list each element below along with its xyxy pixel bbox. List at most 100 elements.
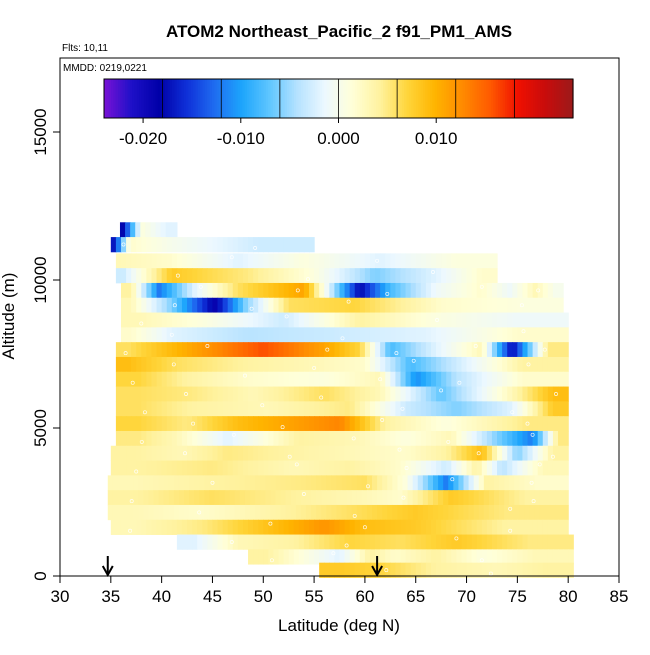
heatmap-cell xyxy=(364,401,371,417)
heatmap-cell xyxy=(549,504,556,521)
heatmap-cell xyxy=(324,268,330,284)
heatmap-cell xyxy=(461,519,468,535)
heatmap-cell xyxy=(278,460,285,476)
colorbar-stripe xyxy=(291,79,295,118)
heatmap-cell xyxy=(273,282,280,299)
heatmap-cell xyxy=(410,356,417,373)
heatmap-cell xyxy=(197,534,203,550)
heatmap-cell xyxy=(529,490,536,506)
heatmap-cell xyxy=(507,356,513,373)
heatmap-cell xyxy=(248,445,254,461)
heatmap-cell xyxy=(539,504,546,521)
heatmap-cell xyxy=(222,401,229,417)
heatmap-cell xyxy=(120,237,127,253)
heatmap-cell xyxy=(491,312,498,328)
colorbar-stripe xyxy=(174,79,178,118)
heatmap-cell xyxy=(207,534,214,550)
heatmap-cell xyxy=(115,253,122,269)
heatmap-cell xyxy=(253,534,259,550)
heatmap-cell xyxy=(334,534,341,550)
heatmap-cell xyxy=(309,253,315,269)
heatmap-cell xyxy=(239,475,246,491)
heatmap-cell xyxy=(202,445,208,461)
heatmap-cell xyxy=(141,386,147,402)
heatmap-cell xyxy=(552,534,559,550)
heatmap-cell xyxy=(339,342,346,358)
heatmap-cell xyxy=(227,416,234,432)
heatmap-cell xyxy=(486,342,493,358)
colorbar-stripe xyxy=(563,79,567,118)
heatmap-cell xyxy=(351,475,358,491)
heatmap-cell xyxy=(222,356,229,373)
heatmap-cell xyxy=(293,430,300,447)
heatmap-cell xyxy=(364,460,371,476)
heatmap-cell xyxy=(461,460,468,476)
heatmap-cell xyxy=(512,519,518,535)
heatmap-cell xyxy=(133,475,139,491)
heatmap-cell xyxy=(146,519,153,535)
x-tick-label: 55 xyxy=(305,587,324,606)
heatmap-cell xyxy=(161,268,168,284)
heatmap-cell xyxy=(527,282,534,299)
colorbar-stripe xyxy=(434,79,438,118)
heatmap-cell xyxy=(126,282,132,299)
heatmap-cell xyxy=(232,253,239,269)
heatmap-cell xyxy=(483,490,490,506)
heatmap-cell xyxy=(275,504,282,521)
heatmap-cell xyxy=(466,519,473,535)
heatmap-cell xyxy=(314,312,320,328)
colorbar-stripe xyxy=(502,79,506,118)
heatmap-cell xyxy=(253,549,259,565)
heatmap-cell xyxy=(354,312,361,328)
heatmap-cell xyxy=(565,475,569,491)
heatmap-cell xyxy=(519,504,526,521)
heatmap-cell xyxy=(285,504,292,521)
heatmap-cell xyxy=(483,504,490,521)
heatmap-cell xyxy=(212,371,219,387)
heatmap-cell xyxy=(547,430,554,447)
heatmap-cell xyxy=(349,297,356,313)
heatmap-cell xyxy=(278,297,285,313)
heatmap-cell xyxy=(471,312,478,328)
sample-point xyxy=(351,436,356,441)
heatmap-cell xyxy=(298,430,305,447)
heatmap-cell xyxy=(187,282,193,299)
heatmap-cell xyxy=(303,371,310,387)
heatmap-cell xyxy=(171,460,178,476)
heatmap-cell xyxy=(222,253,229,269)
heatmap-cell xyxy=(552,445,559,461)
heatmap-cell xyxy=(126,253,132,269)
heatmap-cell xyxy=(227,386,234,402)
heatmap-cell xyxy=(283,460,290,476)
heatmap-cell xyxy=(537,282,544,299)
heatmap-cell xyxy=(227,445,234,461)
heatmap-cell xyxy=(385,416,391,432)
heatmap-cell xyxy=(192,430,198,447)
heatmap-cell xyxy=(293,297,300,313)
heatmap-cell xyxy=(334,460,341,476)
heatmap-cell xyxy=(359,371,366,387)
sample-point xyxy=(294,462,299,467)
heatmap-cell xyxy=(512,327,518,343)
heatmap-cell xyxy=(305,475,312,491)
heatmap-cell xyxy=(446,282,452,299)
heatmap-cell xyxy=(288,268,295,284)
colorbar-stripe xyxy=(521,79,525,118)
colorbar-stripe xyxy=(347,79,351,118)
heatmap-cell xyxy=(278,342,285,358)
heatmap-cell xyxy=(512,549,518,565)
heatmap-cell xyxy=(542,342,549,358)
heatmap-cell xyxy=(126,268,132,284)
heatmap-cell xyxy=(539,490,546,506)
colorbar-stripe xyxy=(364,79,368,118)
heatmap-cell xyxy=(420,312,427,328)
heatmap-cell xyxy=(207,312,214,328)
heatmap-cell xyxy=(451,386,457,402)
colorbar-stripe xyxy=(420,79,424,118)
heatmap-cell xyxy=(456,268,463,284)
heatmap-cell xyxy=(481,430,488,447)
sample-point xyxy=(287,454,292,459)
heatmap-cell xyxy=(517,562,524,578)
heatmap-cell xyxy=(491,562,498,578)
colorbar-stripe xyxy=(221,79,225,118)
